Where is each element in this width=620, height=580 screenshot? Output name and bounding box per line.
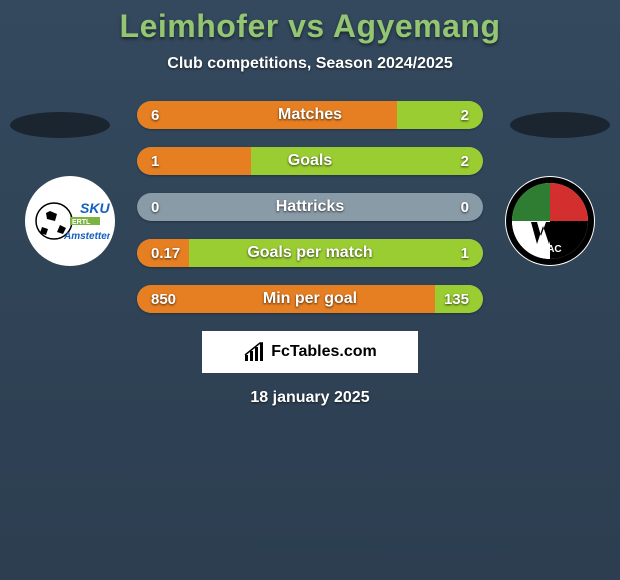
- subtitle: Club competitions, Season 2024/2025: [0, 55, 620, 73]
- stat-value-right: 2: [461, 147, 469, 175]
- team-logo-left: SKU ERTL Amstetten: [25, 176, 115, 266]
- stat-value-right: 0: [461, 193, 469, 221]
- stat-label: Hattricks: [137, 193, 483, 221]
- svg-text:Amstetten: Amstetten: [63, 231, 110, 242]
- page-title: Leimhofer vs Agyemang: [0, 8, 620, 45]
- sku-amstetten-logo-icon: SKU ERTL Amstetten: [30, 181, 110, 261]
- stat-row: 0.17Goals per match1: [137, 239, 483, 267]
- wac-logo-icon: WAC: [505, 176, 595, 266]
- shadow-ellipse-left: [10, 112, 110, 138]
- stat-value-right: 2: [461, 101, 469, 129]
- date-label: 18 january 2025: [0, 389, 620, 407]
- comparison-card: Leimhofer vs Agyemang Club competitions,…: [0, 0, 620, 407]
- stat-row: 850Min per goal135: [137, 285, 483, 313]
- stat-row: 1Goals2: [137, 147, 483, 175]
- svg-text:ERTL: ERTL: [72, 219, 91, 226]
- svg-text:WAC: WAC: [538, 244, 561, 255]
- stat-value-right: 1: [461, 239, 469, 267]
- shadow-ellipse-right: [510, 112, 610, 138]
- svg-text:SKU: SKU: [80, 200, 110, 216]
- brand-box: FcTables.com: [202, 331, 418, 373]
- stat-row: 0Hattricks0: [137, 193, 483, 221]
- stat-row: 6Matches2: [137, 101, 483, 129]
- brand-text: FcTables.com: [271, 343, 377, 361]
- stat-label: Matches: [137, 101, 483, 129]
- chart-icon: [243, 341, 265, 363]
- stat-label: Goals: [137, 147, 483, 175]
- stat-label: Min per goal: [137, 285, 483, 313]
- team-logo-right: WAC: [505, 176, 595, 266]
- stat-value-right: 135: [444, 285, 469, 313]
- stat-label: Goals per match: [137, 239, 483, 267]
- stats-table: 6Matches21Goals20Hattricks00.17Goals per…: [137, 101, 483, 313]
